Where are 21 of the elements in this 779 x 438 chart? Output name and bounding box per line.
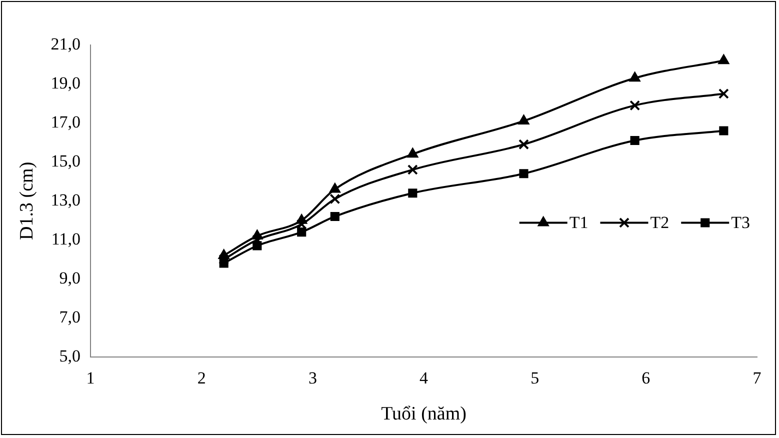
- x-tick-label: 3: [308, 368, 317, 388]
- x-tick-label: 5: [530, 368, 540, 388]
- y-tick-label: 9,0: [59, 268, 81, 288]
- legend-label: T3: [731, 213, 750, 232]
- y-tick-label: 11,0: [51, 229, 81, 248]
- x-tick-label: 1: [86, 368, 95, 388]
- y-tick-label: 19,0: [50, 73, 81, 92]
- x-tick-label: 2: [197, 368, 206, 388]
- x-tick-label: 7: [752, 368, 762, 388]
- y-axis-title: D1.3 (cm): [16, 162, 38, 240]
- x-tick-label: 4: [420, 368, 429, 388]
- y-tick-label: 17,0: [50, 112, 81, 132]
- legend-label: T2: [650, 213, 670, 232]
- y-tick-label: 5,0: [59, 346, 81, 366]
- y-tick-label: 13,0: [50, 190, 81, 210]
- y-tick-label: 15,0: [50, 151, 81, 170]
- y-tick-label: 21,0: [50, 34, 81, 54]
- x-axis-title: Tuổi (năm): [381, 404, 466, 425]
- x-tick-label: 6: [642, 368, 650, 388]
- legend-label: T1: [569, 213, 588, 232]
- y-tick-label: 7,0: [59, 307, 81, 326]
